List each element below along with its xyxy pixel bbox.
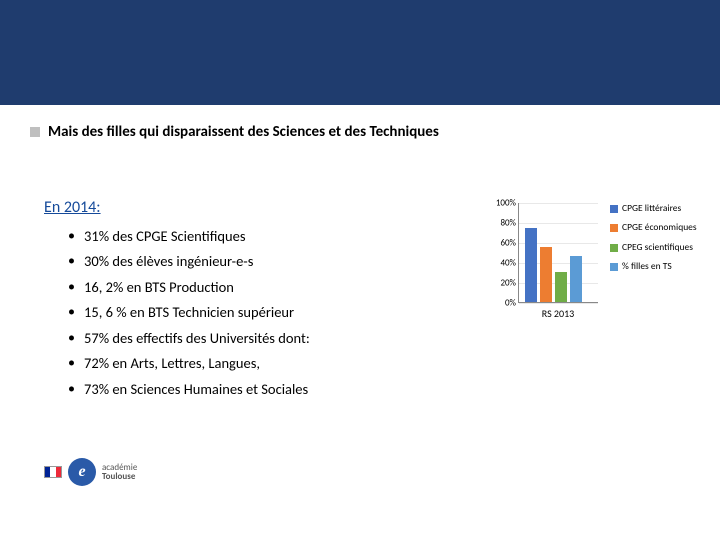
legend-item: CPEG scientifiques [610, 242, 710, 253]
list-item: 72% en Arts, Lettres, Langues, [68, 352, 684, 374]
square-bullet-icon [30, 127, 40, 137]
chart-legend: CPGE littéraires CPGE économiques CPEG sci… [610, 203, 710, 281]
heading-row: Mais des filles qui disparaissent des Sc… [0, 105, 720, 141]
legend-label: CPEG scientifiques [622, 242, 693, 253]
gridline [519, 203, 598, 204]
legend-item: CPGE littéraires [610, 203, 710, 214]
bars-group [525, 228, 582, 302]
legend-label: % filles en TS [622, 261, 672, 272]
legend-label: CPGE économiques [622, 222, 697, 233]
y-tick-label: 60% [500, 238, 516, 249]
x-axis-label: RS 2013 [518, 307, 598, 320]
list-item: 73% en Sciences Humaines et Sociales [68, 378, 684, 400]
chart-plot-area: 0%20%40%60%80%100% [518, 203, 598, 303]
legend-label: CPGE littéraires [622, 203, 681, 214]
y-tick-label: 20% [500, 278, 516, 289]
legend-swatch-icon [610, 205, 618, 213]
bar [540, 247, 552, 302]
bar [570, 256, 582, 302]
heading-text: Mais des filles qui disparaissent des Sc… [48, 123, 439, 141]
logo-circle-icon: e [68, 458, 96, 486]
legend-swatch-icon [610, 244, 618, 252]
legend-swatch-icon [610, 263, 618, 271]
logo-left [44, 466, 62, 478]
bar [555, 272, 567, 302]
flag-icon [44, 466, 62, 478]
legend-item: CPGE économiques [610, 222, 710, 233]
gridline [519, 223, 598, 224]
legend-item: % filles en TS [610, 261, 710, 272]
logo-ville: Toulouse [102, 472, 137, 481]
header-bar [0, 0, 720, 105]
y-tick-label: 40% [500, 258, 516, 269]
bar [525, 228, 537, 302]
y-tick-label: 0% [505, 298, 516, 309]
logo-text-block: académie Toulouse [102, 463, 137, 481]
gridline [519, 303, 598, 304]
legend-swatch-icon [610, 224, 618, 232]
flag-stripe [56, 467, 61, 477]
y-tick-label: 80% [500, 218, 516, 229]
y-tick-label: 100% [496, 198, 516, 209]
logo-area: e académie Toulouse [44, 458, 137, 486]
bar-chart: 0%20%40%60%80%100% RS 2013 CPGE littérai… [480, 203, 710, 338]
